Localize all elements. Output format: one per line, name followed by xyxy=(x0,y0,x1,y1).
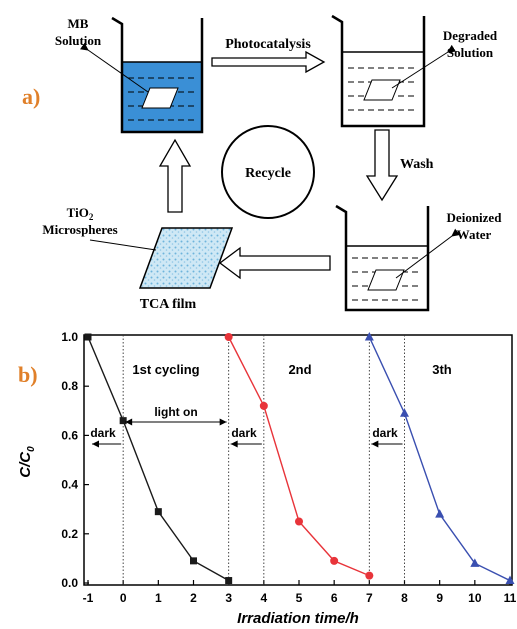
annotation-cycle1: 1st cycling xyxy=(132,362,199,377)
light-on-arrow-right-head xyxy=(219,418,227,426)
annotation-dark-1: dark xyxy=(90,426,116,440)
x-tick-label: 8 xyxy=(401,591,408,605)
x-tick-label: 2 xyxy=(190,591,197,605)
series-1-point xyxy=(225,577,233,585)
beaker3-label-line2: Water xyxy=(457,227,492,242)
light-on-arrow-left-head xyxy=(125,418,133,426)
plot-frame xyxy=(83,334,513,586)
photocatalysis-arrow-icon xyxy=(211,50,326,74)
series-3-point xyxy=(505,575,515,585)
beaker3-label-line1: Deionized xyxy=(447,210,503,225)
annotation-arrows xyxy=(92,418,403,448)
center-label: Recycle xyxy=(245,166,291,181)
series-3-point xyxy=(400,408,409,417)
y-tick-label: 0.2 xyxy=(61,527,78,541)
y-tick-label: 0.6 xyxy=(61,428,78,442)
annotation-cycle2: 2nd xyxy=(288,362,311,377)
y-tick-label: 0.4 xyxy=(61,478,78,492)
pointer-arrow-1 xyxy=(79,42,149,93)
beaker1-label-line1: MB xyxy=(68,16,89,31)
series-2-point xyxy=(259,401,268,410)
x-tick-label: 4 xyxy=(260,591,267,605)
y-tick-label: 0.0 xyxy=(61,576,78,590)
y-axis-label-main: C/C xyxy=(17,451,34,478)
film-in-beaker-3 xyxy=(367,269,405,291)
series-3-point xyxy=(364,332,374,341)
annotation-light-on: light on xyxy=(154,405,197,419)
annotation-dark-2: dark xyxy=(231,426,257,440)
arrow-right-label: Wash xyxy=(400,157,434,172)
panel-a-label: a) xyxy=(22,84,40,109)
up-arrow-icon xyxy=(158,138,192,213)
x-tick-label: 9 xyxy=(436,591,443,605)
film-label-sub: 2 xyxy=(89,212,94,222)
plot-series xyxy=(84,332,515,585)
series-3-point xyxy=(470,558,480,567)
film-bottom-label: TCA film xyxy=(140,297,197,312)
film-in-beaker-1 xyxy=(141,87,179,109)
pointer-arrow-3 xyxy=(395,228,460,279)
x-tick-label: 5 xyxy=(296,591,303,605)
x-tick-label: -1 xyxy=(83,591,94,605)
series-2-point xyxy=(365,571,374,580)
series-1-point xyxy=(190,557,197,565)
series-2-point xyxy=(295,517,303,526)
beaker2-label-line2: Solution xyxy=(447,45,494,60)
pointer-arrow-2 xyxy=(391,44,457,89)
dark-arrow-2-head xyxy=(230,440,238,448)
panel-b-label: b) xyxy=(18,362,38,387)
x-axis-label: Irradiation time/h xyxy=(237,610,359,627)
beaker-deionized-water xyxy=(335,204,430,312)
series-1-point xyxy=(84,333,92,341)
beaker2-label-line1: Degraded xyxy=(443,28,498,43)
x-tick-label: 0 xyxy=(120,591,127,605)
annotation-cycle3: 3th xyxy=(432,362,452,377)
series-1-point xyxy=(119,417,127,425)
x-tick-label: 1 xyxy=(155,591,162,605)
recycle-circle xyxy=(221,125,315,219)
y-axis-label-sub: 0 xyxy=(26,446,37,452)
arrow-top-label: Photocatalysis xyxy=(225,37,311,52)
beaker1-label-line2: Solution xyxy=(55,33,102,48)
x-tick-label: 10 xyxy=(468,591,482,605)
film-label-line2: Microspheres xyxy=(42,222,117,237)
panel-a: a) MB Solution Photocatalysis D xyxy=(22,14,503,312)
annotation-dark-3: dark xyxy=(372,426,398,440)
return-arrow-icon xyxy=(218,246,331,280)
y-tick-label: 0.8 xyxy=(61,379,78,393)
tca-film xyxy=(138,227,234,289)
dark-arrow-1-head xyxy=(92,440,99,448)
film-in-beaker-2 xyxy=(363,79,401,101)
beaker-degraded-solution xyxy=(331,14,426,128)
series-3-point xyxy=(435,509,445,518)
dark-arrow-3-head xyxy=(371,440,379,448)
film-label-line1: TiO2 xyxy=(67,205,94,222)
beaker-mb-solution xyxy=(111,16,204,134)
x-tick-label: 3 xyxy=(225,591,232,605)
x-tick-label: 6 xyxy=(331,591,338,605)
x-tick-label: 7 xyxy=(366,591,373,605)
y-axis-label: C/C0 xyxy=(17,446,37,478)
wash-arrow-icon xyxy=(365,129,399,202)
y-tick-label: 1.0 xyxy=(61,330,78,344)
panel-b: b) -1 0 1 2 3 4 5 6 7 8 9 10 11 0.0 0.2 0.4 0.6 0.8 1.0 C/… xyxy=(17,330,517,627)
series-1-point xyxy=(154,508,162,516)
film-label-tio: TiO xyxy=(67,205,89,220)
pointer-line-film xyxy=(89,239,157,251)
series-2-point xyxy=(224,333,233,341)
x-tick-label: 11 xyxy=(504,591,517,605)
series-2-point xyxy=(330,556,339,565)
axis-ticks: -1 0 1 2 3 4 5 6 7 8 9 10 11 0.0 0.2 0.4 0.6 0.8 1.0 xyxy=(61,330,516,605)
